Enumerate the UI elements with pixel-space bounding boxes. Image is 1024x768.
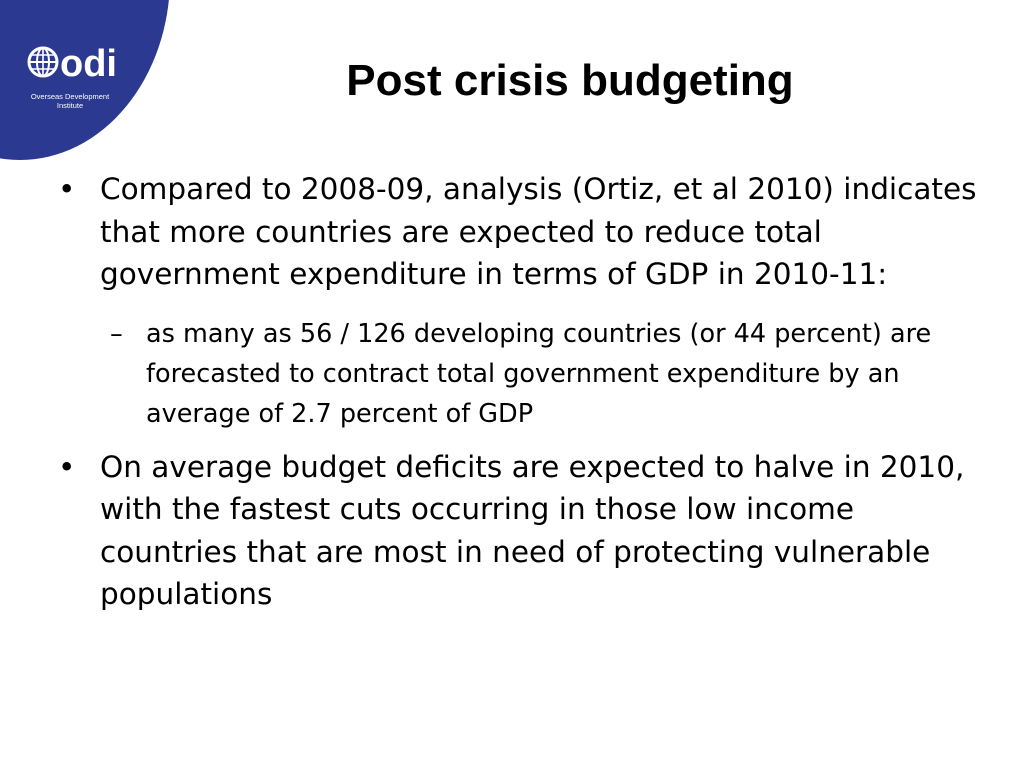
- bullet-marker: •: [58, 449, 76, 484]
- logo-caption: Overseas Development Institute: [20, 92, 120, 110]
- logo-caption-line-1: Overseas Development: [30, 92, 110, 101]
- globe-icon: [27, 46, 59, 78]
- logo-caption-line-2: Institute: [56, 101, 84, 110]
- bullet-text: On average budget deficits are expected …: [100, 449, 965, 612]
- sub-bullet-marker: –: [110, 318, 123, 349]
- sub-bullet-text: as many as 56 / 126 developing countries…: [146, 318, 932, 429]
- logo-wordmark-text: odi: [60, 43, 117, 85]
- bullet-text: Compared to 2008-09, analysis (Ortiz, et…: [100, 172, 977, 291]
- bullet-marker: •: [58, 172, 76, 206]
- sub-bullet-item: – as many as 56 / 126 developing countri…: [110, 314, 978, 434]
- slide-title: Post crisis budgeting: [346, 56, 794, 105]
- bullet-item: • Compared to 2008-09, analysis (Ortiz, …: [58, 168, 978, 296]
- slide-body: • Compared to 2008-09, analysis (Ortiz, …: [58, 168, 978, 626]
- odi-logo: odi: [26, 34, 122, 114]
- bullet-item: • On average budget deficits are expecte…: [58, 446, 978, 616]
- odi-wordmark: odi: [27, 43, 117, 85]
